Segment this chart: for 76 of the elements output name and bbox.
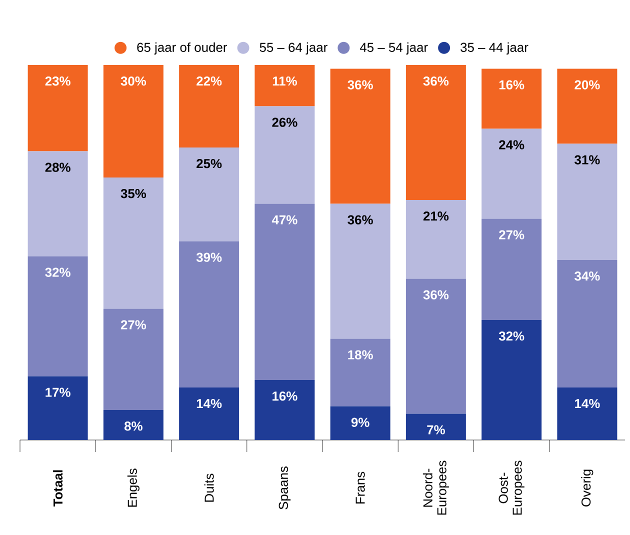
data-label: 36% — [423, 290, 449, 300]
data-label: 39% — [196, 252, 222, 262]
legend-label: 55 – 64 jaar — [260, 42, 328, 55]
data-label: 16% — [499, 80, 524, 90]
data-label: 7% — [427, 425, 445, 434]
bar — [406, 414, 466, 440]
x-tick-label: Spaans — [278, 466, 291, 510]
data-label: 28% — [45, 162, 70, 172]
bar — [330, 204, 390, 339]
data-label: 25% — [196, 159, 222, 168]
bar — [254, 64, 315, 106]
bar — [557, 388, 618, 440]
data-label: 21% — [423, 212, 449, 221]
data-label: 8% — [124, 422, 142, 431]
data-label: 22% — [196, 76, 222, 86]
bar — [406, 64, 466, 200]
data-label: 36% — [423, 76, 449, 86]
x-tick-label: Totaal — [53, 470, 63, 506]
bar — [179, 388, 240, 440]
data-label: 30% — [120, 76, 146, 86]
data-label: 36% — [348, 215, 373, 224]
bar — [179, 147, 240, 242]
legend-label: 35 – 44 jaar — [460, 42, 528, 55]
data-label: 17% — [46, 388, 70, 397]
bar — [482, 218, 542, 320]
bar — [330, 338, 390, 406]
x-tick-label: Engels — [127, 468, 140, 507]
bar — [103, 410, 164, 440]
data-label: 31% — [574, 155, 600, 164]
data-label: 24% — [499, 140, 524, 150]
data-label: 36% — [348, 80, 373, 90]
bar — [482, 320, 542, 440]
bar — [406, 278, 466, 414]
data-label: 47% — [272, 215, 298, 224]
bar — [254, 204, 315, 380]
data-label: 27% — [499, 230, 524, 240]
data-label: 14% — [196, 399, 222, 408]
data-label: 11% — [272, 76, 297, 86]
data-label: 27% — [120, 320, 146, 330]
legend-label: 65 jaar of ouder — [137, 42, 228, 55]
bar — [179, 64, 240, 148]
data-label: 35% — [120, 189, 146, 198]
data-label: 23% — [45, 76, 70, 86]
bar — [557, 68, 618, 144]
bar — [557, 260, 618, 388]
data-label: 14% — [575, 399, 600, 408]
bar — [254, 380, 315, 440]
data-label: 9% — [351, 418, 370, 427]
bar — [330, 68, 390, 204]
data-label: 34% — [574, 272, 600, 281]
data-label: 32% — [498, 332, 524, 341]
data-label: 18% — [348, 350, 373, 360]
bar — [28, 376, 88, 440]
data-label: 26% — [272, 118, 298, 127]
bar — [482, 68, 542, 129]
bar — [254, 106, 315, 204]
bar — [179, 241, 240, 388]
x-tick-label: Frans — [356, 472, 365, 504]
x-tick-label: Oost-Europees — [498, 460, 524, 515]
bar — [103, 308, 164, 410]
bar — [103, 64, 164, 178]
bar — [557, 144, 618, 260]
x-tick-label: Overig — [581, 470, 594, 506]
bar — [406, 200, 466, 279]
legend-label: 45 – 54 jaar — [360, 42, 428, 55]
bar — [103, 178, 164, 309]
data-label: 20% — [574, 80, 600, 90]
bar — [28, 64, 88, 152]
bar — [330, 406, 390, 440]
x-tick-label: Duits — [204, 474, 214, 502]
bar — [28, 256, 88, 376]
bar — [28, 151, 88, 256]
bar — [482, 128, 542, 219]
x-tick-label: Noord-Europees — [422, 460, 449, 515]
data-label: 16% — [272, 392, 298, 401]
data-label: 32% — [45, 268, 70, 277]
